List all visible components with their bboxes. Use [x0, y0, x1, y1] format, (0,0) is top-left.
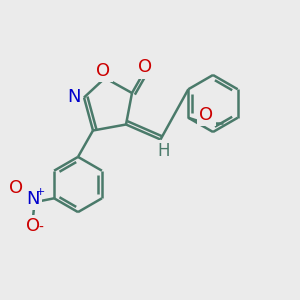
Text: O: O — [26, 217, 40, 235]
Text: +: + — [35, 187, 45, 197]
Text: N: N — [26, 190, 40, 208]
Text: O: O — [138, 58, 153, 76]
Text: O: O — [9, 179, 23, 197]
Text: O: O — [96, 61, 111, 80]
Text: O: O — [199, 106, 213, 124]
Text: -: - — [38, 220, 43, 234]
Text: H: H — [157, 142, 170, 160]
Text: N: N — [68, 88, 81, 106]
